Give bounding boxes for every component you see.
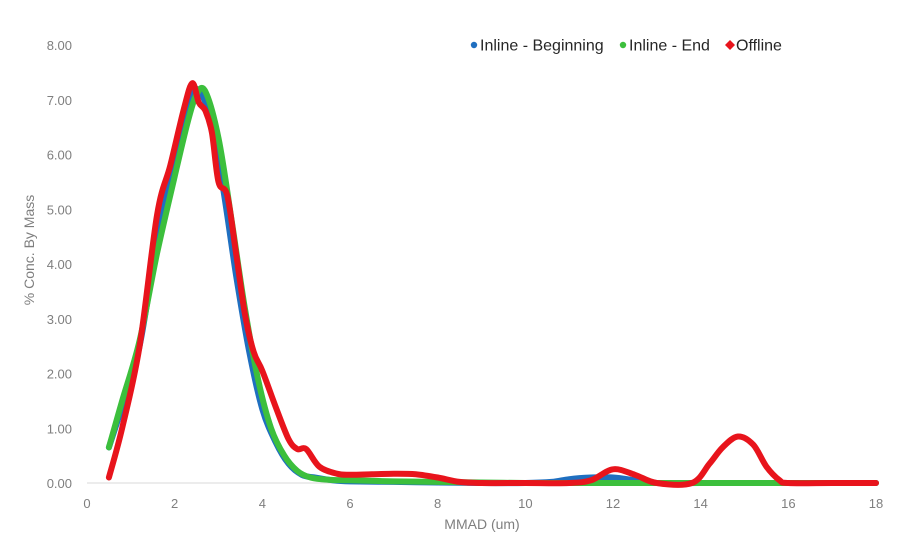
y-tick-label: 5.00 <box>47 202 72 217</box>
x-tick-label: 0 <box>83 496 90 511</box>
y-tick-label: 2.00 <box>47 367 72 382</box>
plot-area <box>105 80 879 488</box>
legend-label: Offline <box>736 38 782 55</box>
series-line-inline-end <box>105 84 879 487</box>
legend-marker-diamond <box>725 40 735 50</box>
x-tick-label: 4 <box>259 496 266 511</box>
y-axis-title: % Conc. By Mass <box>21 195 37 305</box>
x-tick-label: 14 <box>693 496 707 511</box>
x-axis-title: MMAD (um) <box>444 516 519 532</box>
y-tick-label: 3.00 <box>47 312 72 327</box>
y-tick-label: 0.00 <box>47 476 72 491</box>
legend-marker-circle <box>470 41 478 49</box>
x-tick-label: 2 <box>171 496 178 511</box>
x-tick-label: 18 <box>869 496 883 511</box>
legend-item: Inline - Beginning <box>470 38 604 55</box>
series-line-inline-beginning <box>105 85 879 487</box>
y-tick-label: 7.00 <box>47 93 72 108</box>
series-line-offline <box>105 80 879 488</box>
legend-label: Inline - Beginning <box>480 38 604 55</box>
y-axis-tick-labels: 0.00 1.00 2.00 3.00 4.00 5.00 6.00 7.00 8.00 <box>47 38 72 491</box>
x-axis-tick-labels: 0 2 4 6 8 10 12 14 16 18 <box>83 496 883 511</box>
legend: Inline - Beginning Inline - End Offline <box>470 38 782 55</box>
legend-label: Inline - End <box>629 38 710 55</box>
y-tick-label: 1.00 <box>47 421 72 436</box>
legend-item: Offline <box>725 38 782 55</box>
x-tick-label: 8 <box>434 496 441 511</box>
x-tick-label: 10 <box>518 496 532 511</box>
y-tick-label: 8.00 <box>47 38 72 53</box>
legend-marker-circle <box>619 41 627 49</box>
x-tick-label: 16 <box>781 496 795 511</box>
x-tick-label: 12 <box>606 496 620 511</box>
y-tick-label: 6.00 <box>47 148 72 163</box>
legend-item: Inline - End <box>619 38 710 55</box>
x-tick-label: 6 <box>346 496 353 511</box>
y-tick-label: 4.00 <box>47 257 72 272</box>
